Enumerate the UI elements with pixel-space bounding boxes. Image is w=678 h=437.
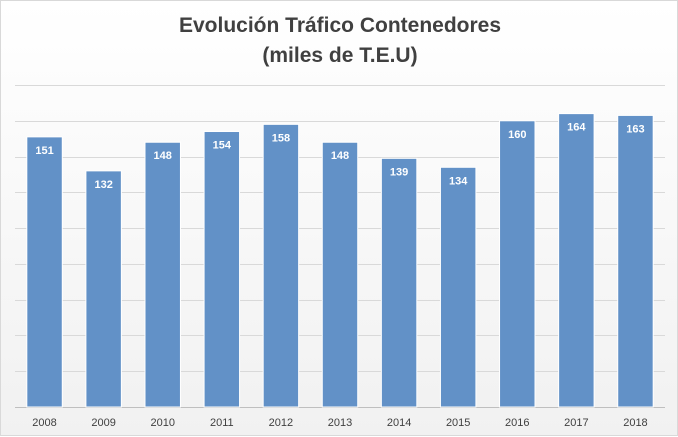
- x-tick-label-2017: 2017: [564, 417, 588, 429]
- bar-2015: [439, 166, 477, 408]
- data-label-2010: 148: [154, 150, 172, 162]
- data-label-2014: 139: [390, 166, 408, 178]
- x-tick-label-2012: 2012: [269, 417, 293, 429]
- data-label-2015: 134: [449, 175, 468, 187]
- bar-2012: [262, 123, 300, 408]
- data-label-2011: 154: [213, 140, 232, 152]
- x-tick-label-2013: 2013: [328, 417, 352, 429]
- data-label-2016: 160: [508, 129, 526, 141]
- x-tick-label-2008: 2008: [32, 417, 56, 429]
- chart-title: Evolución Tráfico Contenedores: [178, 14, 502, 37]
- x-tick-label-2014: 2014: [387, 417, 411, 429]
- x-tick-label-2010: 2010: [150, 417, 174, 429]
- x-tick-label-2009: 2009: [91, 417, 115, 429]
- bar-2011: [203, 131, 241, 408]
- data-label-2012: 158: [272, 132, 290, 144]
- x-tick-label-2011: 2011: [210, 417, 234, 429]
- x-tick-label-2016: 2016: [505, 417, 529, 429]
- bar-2017: [558, 113, 595, 408]
- bar-2013: [321, 141, 359, 408]
- data-label-2008: 151: [35, 145, 53, 157]
- x-tick-label-2018: 2018: [623, 417, 647, 429]
- data-label-2013: 148: [331, 150, 349, 162]
- bar-2008: [26, 136, 63, 408]
- chart-subtitle: (miles de T.E.U): [262, 44, 418, 67]
- data-label-2017: 164: [567, 122, 586, 134]
- bar-2016: [499, 120, 536, 408]
- bar-2014: [380, 157, 418, 408]
- data-label-2009: 132: [94, 179, 112, 191]
- data-label-2018: 163: [626, 123, 644, 135]
- bar-2018: [617, 114, 654, 408]
- bar-2010: [144, 141, 181, 408]
- x-tick-label-2015: 2015: [446, 417, 470, 429]
- bar-2009: [85, 170, 122, 408]
